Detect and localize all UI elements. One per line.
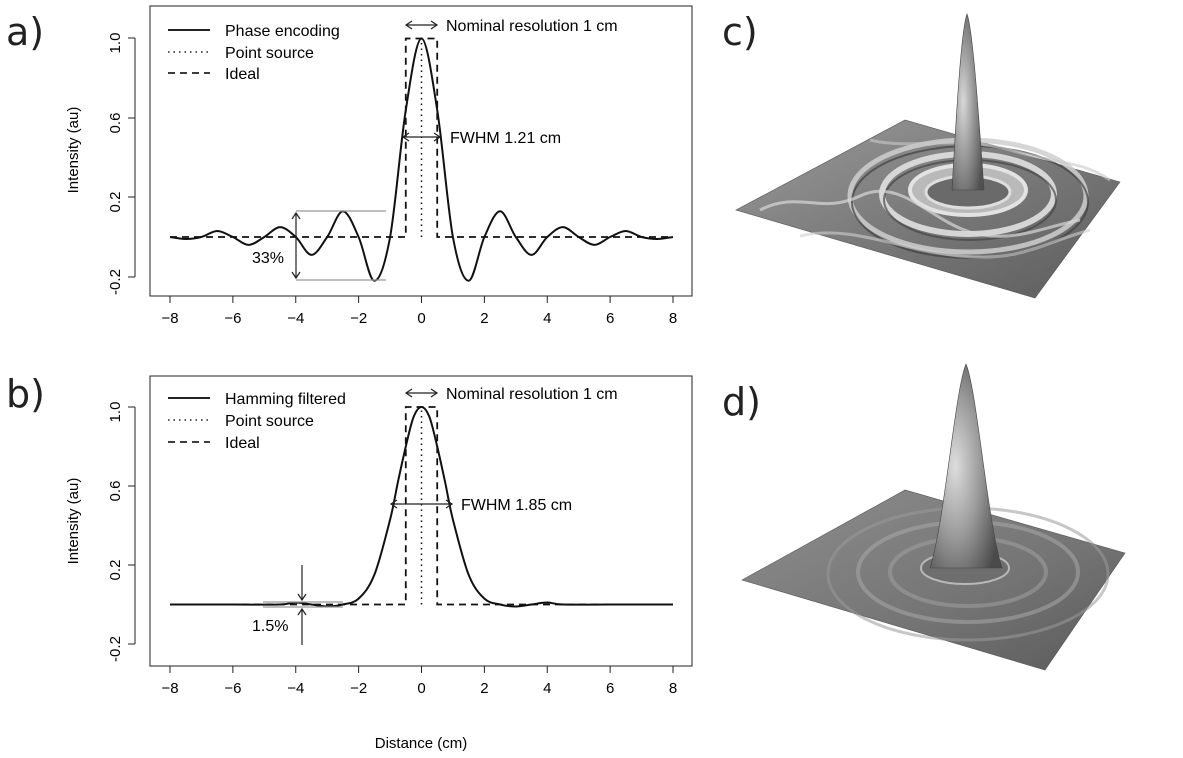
legend-entry: Ideal: [225, 435, 260, 452]
arrow-head: [291, 211, 301, 220]
x-tick-label: −8: [161, 310, 178, 327]
y-axis-label: Intensity (au): [65, 478, 82, 565]
panel-b-chart: 1.0 0.6 0.2 -0.2 Intensity (au) −8 −6 −4 −2…: [65, 375, 693, 752]
x-tick-label: 4: [543, 310, 551, 327]
panel-label-d: d): [722, 380, 761, 424]
ripple-label: 33%: [252, 250, 284, 267]
series-dashed-line: [170, 406, 673, 606]
y-tick-label: 0.6: [107, 481, 124, 502]
x-tick-label: 8: [669, 680, 677, 697]
x-tick-label: −4: [287, 310, 304, 327]
y-axis-label: Intensity (au): [65, 107, 82, 194]
x-axis-label: Distance (cm): [375, 735, 468, 752]
y-tick-label: -0.2: [107, 269, 124, 295]
y-tick-label: 0.2: [107, 192, 124, 213]
legend-entry: Ideal: [225, 66, 260, 83]
legend-entry: Point source: [225, 45, 314, 62]
x-tick-label: −2: [350, 680, 367, 697]
panel-label-b: b): [6, 372, 45, 416]
series-dashed-line: [170, 37, 673, 238]
x-tick-label: 6: [606, 310, 614, 327]
y-tick-label: -0.2: [107, 636, 124, 662]
x-tick-label: −8: [161, 680, 178, 697]
x-axis: −8 −6 −4 −2 0 2 4 6 8: [161, 295, 677, 327]
y-axis: 1.0 0.6 0.2 -0.2 Intensity (au): [65, 33, 136, 295]
fwhm-label: FWHM 1.21 cm: [450, 130, 561, 147]
panel-a-chart: 1.0 0.6 0.2 -0.2 Intensity (au) −8 −6 −4 −2…: [65, 5, 693, 327]
annotations: [263, 388, 454, 645]
y-tick-label: 0.6: [107, 113, 124, 134]
arrow-head: [433, 132, 442, 142]
central-peak: [929, 363, 1003, 569]
nominal-resolution-label: Nominal resolution 1 cm: [446, 386, 618, 403]
fwhm-label: FWHM 1.85 cm: [461, 497, 572, 514]
panel-label-a: a): [6, 10, 45, 54]
arrow-head: [291, 271, 301, 280]
y-tick-label: 1.0: [107, 402, 124, 423]
x-tick-label: 0: [417, 680, 425, 697]
x-tick-label: −6: [224, 310, 241, 327]
x-tick-label: 0: [417, 310, 425, 327]
arrow-head: [430, 388, 439, 398]
arrow-head: [389, 499, 398, 509]
x-tick-label: 4: [543, 680, 551, 697]
arrow-head: [297, 593, 307, 602]
panel-d-surface-plot: [741, 363, 1126, 671]
x-tick-label: 2: [480, 310, 488, 327]
legend: Phase encoding Point source Ideal: [168, 23, 340, 83]
x-tick-label: −4: [287, 680, 304, 697]
annotations: [291, 20, 442, 281]
panel-label-c: c): [722, 10, 758, 54]
x-tick-label: 8: [669, 310, 677, 327]
legend: Hamming filtered Point source Ideal: [168, 391, 346, 452]
panel-c-surface-plot: [735, 13, 1121, 299]
arrow-head: [445, 499, 454, 509]
x-tick-label: −2: [350, 310, 367, 327]
arrow-head: [404, 20, 413, 30]
central-peak: [951, 13, 985, 191]
x-axis: −8 −6 −4 −2 0 2 4 6 8 Distance (cm): [161, 665, 677, 752]
legend-entry: Phase encoding: [225, 23, 340, 40]
y-axis: 1.0 0.6 0.2 -0.2 Intensity (au): [65, 402, 136, 662]
nominal-resolution-label: Nominal resolution 1 cm: [446, 18, 618, 35]
y-tick-label: 0.2: [107, 560, 124, 581]
x-tick-label: 2: [480, 680, 488, 697]
arrow-head: [430, 20, 439, 30]
ripple-label: 1.5%: [252, 618, 288, 635]
legend-entry: Hamming filtered: [225, 391, 346, 408]
arrow-head: [404, 388, 413, 398]
x-tick-label: −6: [224, 680, 241, 697]
legend-entry: Point source: [225, 413, 314, 430]
y-tick-label: 1.0: [107, 33, 124, 54]
arrow-head: [297, 607, 307, 616]
arrow-head: [401, 132, 410, 142]
x-tick-label: 6: [606, 680, 614, 697]
